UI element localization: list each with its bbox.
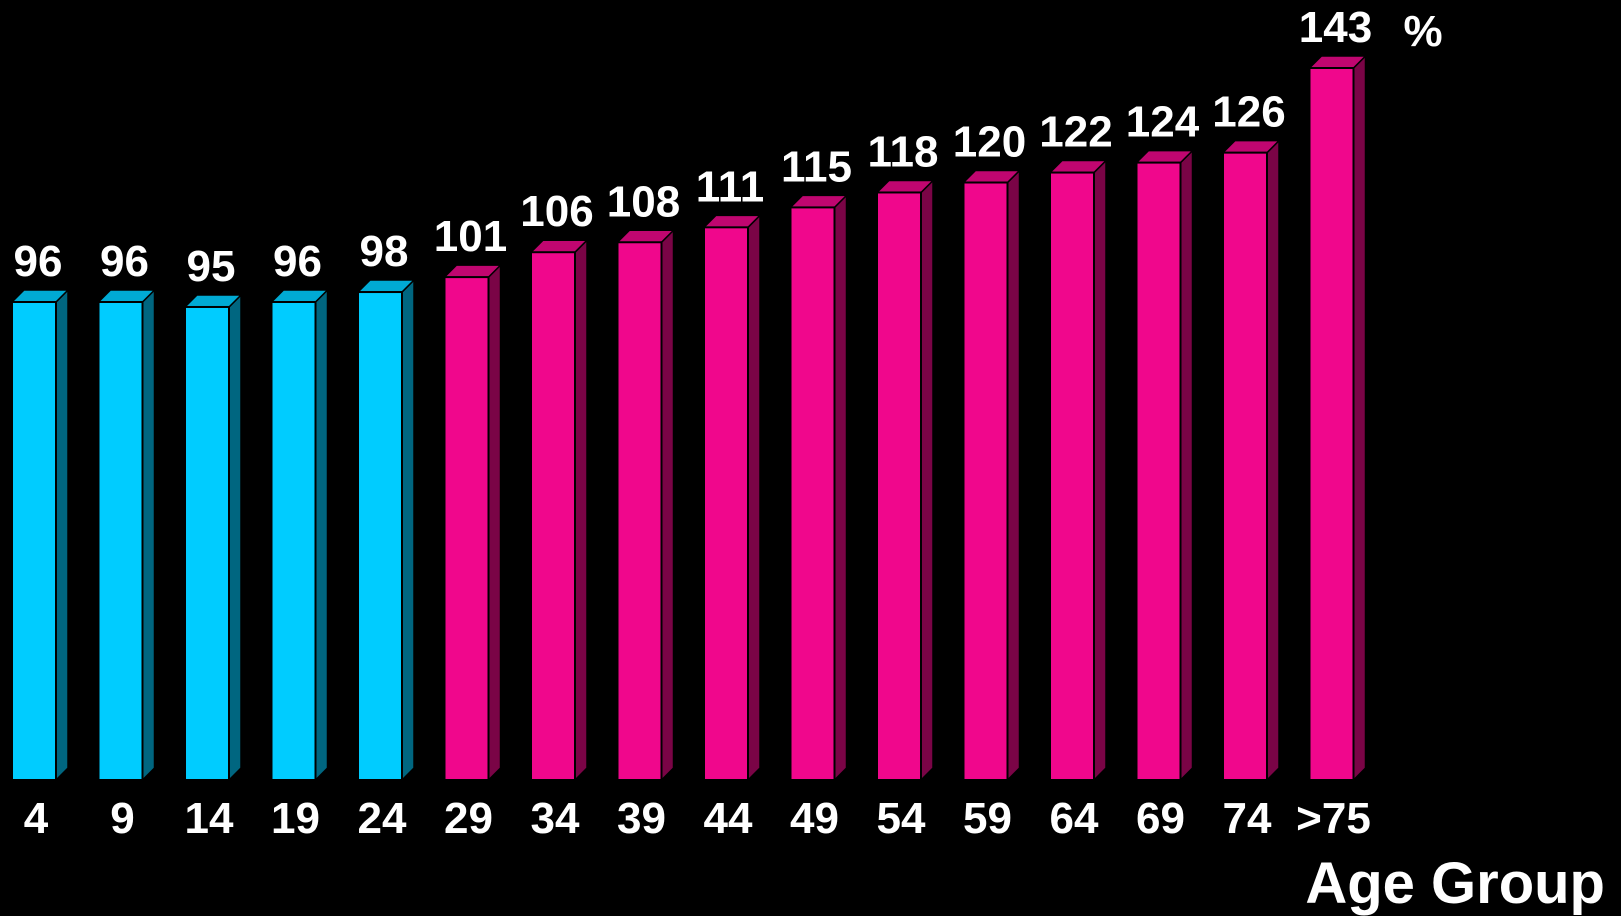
bar: [875, 178, 935, 782]
bar-side: [487, 263, 502, 782]
bar-side: [141, 288, 156, 782]
value-labels: 96 96 95 96 98 101 106 108 111 115 118 120 122 124 126…: [14, 3, 1373, 291]
bar-front: [876, 191, 922, 781]
bar: [615, 228, 676, 782]
bar-side: [920, 178, 934, 782]
bar-side: [660, 228, 675, 782]
category-label: 4: [24, 794, 49, 843]
value-label: 115: [781, 142, 852, 191]
bar: [269, 288, 330, 782]
category-label: 44: [704, 794, 753, 843]
bar: [788, 193, 849, 782]
value-label: 96: [100, 237, 149, 286]
bar-side: [228, 293, 242, 782]
bar: [1221, 138, 1281, 782]
bar: [702, 213, 762, 782]
bar-side: [1179, 148, 1194, 782]
x-axis-label: Age Group: [1305, 851, 1605, 916]
value-label: 95: [187, 242, 236, 291]
bar: [529, 238, 589, 782]
bar-side: [574, 238, 588, 782]
category-label: 64: [1050, 794, 1099, 843]
value-label: 124: [1126, 98, 1200, 147]
category-label: 59: [963, 794, 1012, 843]
bar: [1048, 158, 1108, 782]
category-label: 69: [1136, 794, 1185, 843]
bar-front: [357, 291, 403, 781]
value-label: 120: [953, 118, 1026, 167]
bar: [961, 168, 1022, 782]
value-label: 126: [1212, 88, 1285, 137]
bar-side: [401, 278, 415, 782]
value-label: 111: [696, 162, 765, 211]
bar-side: [314, 288, 329, 782]
value-label: 108: [607, 177, 680, 226]
bar-side: [833, 193, 848, 782]
bar-front: [97, 301, 144, 781]
bar-front: [270, 301, 317, 781]
value-label: 143: [1299, 3, 1372, 52]
category-label: 14: [185, 794, 234, 843]
category-label: 39: [617, 794, 666, 843]
bar-side: [1266, 138, 1280, 782]
category-label: 24: [358, 794, 407, 843]
category-label: 29: [444, 794, 493, 843]
bar-front: [789, 206, 836, 782]
bar-front: [1049, 171, 1095, 782]
category-label: 34: [531, 794, 580, 843]
bar-front: [11, 301, 57, 781]
category-label: 74: [1223, 794, 1272, 843]
bar-side: [1352, 54, 1367, 782]
bar: [442, 263, 503, 782]
category-label: 19: [271, 794, 320, 843]
value-label: 96: [273, 237, 322, 286]
category-label: >75: [1296, 794, 1371, 843]
category-label: 54: [877, 794, 926, 843]
unit-label: %: [1404, 7, 1443, 56]
bar-front: [962, 181, 1009, 782]
bar: [1307, 54, 1368, 782]
bar-front: [443, 276, 490, 781]
value-label: 122: [1039, 108, 1112, 157]
bar-front: [1135, 161, 1182, 781]
bar-front: [1222, 151, 1268, 781]
bar-side: [747, 213, 761, 782]
bar: [356, 278, 416, 782]
bar-front: [184, 305, 230, 781]
bar-front: [530, 251, 576, 781]
value-label: 101: [434, 212, 507, 261]
bar: [1134, 148, 1195, 782]
category-labels: 4 9 14 19 24 29 34 39 44 49 54 59 64 69 74 >75: [24, 794, 1371, 843]
bar: [183, 293, 243, 782]
value-label: 98: [360, 227, 409, 276]
bar-side: [1006, 168, 1021, 782]
category-label: 9: [110, 794, 134, 843]
bars: [10, 54, 1368, 782]
bar: [10, 288, 70, 782]
bar-side: [1093, 158, 1107, 782]
value-label: 106: [520, 187, 593, 236]
bar-front: [616, 241, 663, 782]
bar-front: [703, 226, 749, 781]
value-label: 118: [868, 127, 939, 176]
category-label: 49: [790, 794, 839, 843]
value-label: 96: [14, 237, 63, 286]
bar-side: [55, 288, 69, 782]
bar: [96, 288, 157, 782]
bar-front: [1308, 67, 1355, 781]
